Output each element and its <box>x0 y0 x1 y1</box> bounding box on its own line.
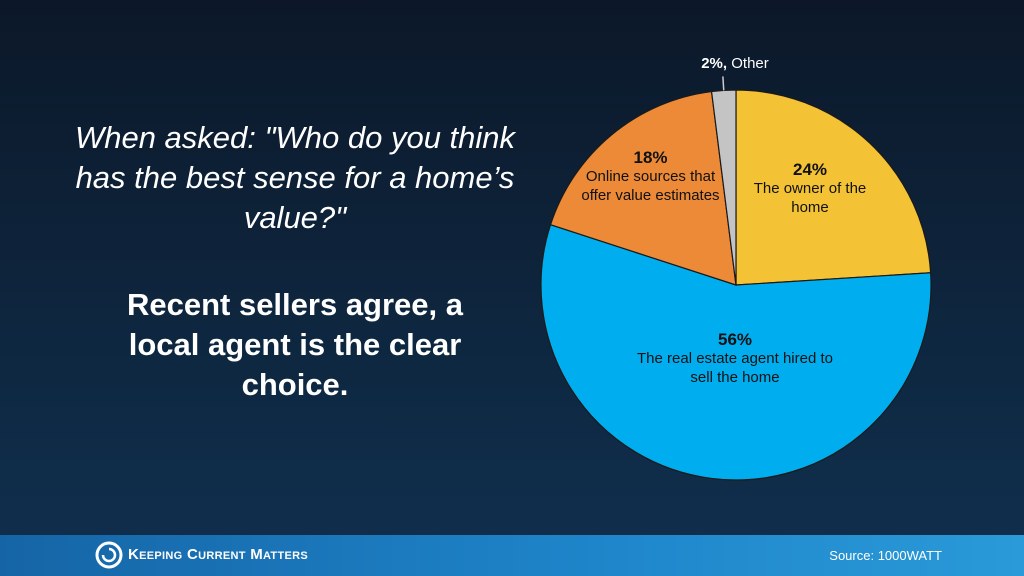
logo <box>95 541 123 569</box>
pie-slice <box>540 223 932 481</box>
question: When asked: "Who do you think has the be… <box>74 120 516 235</box>
brand: Keeping Current Matters <box>128 546 308 563</box>
leader-line <box>722 76 725 91</box>
statement: Recent sellers agree, a local agent is t… <box>126 287 464 402</box>
pie-slice <box>549 90 737 286</box>
category-label: The real estate agent hired to sell the … <box>637 350 833 386</box>
slice-label: 24% The owner of the home <box>735 160 885 217</box>
value-label: 2%, <box>701 55 728 72</box>
slice-label: 2%, Other <box>680 55 790 72</box>
source: Source: 1000WATT <box>829 548 942 563</box>
value-label: 56% <box>717 330 753 349</box>
value-label: 24% <box>792 160 828 179</box>
slice-label: 56% The real estate agent hired to sell t… <box>635 330 835 387</box>
slice-label: 18% Online sources that offer value estim… <box>578 148 723 205</box>
pie-slice <box>735 89 932 286</box>
category-label: Online sources that offer value estimate… <box>581 168 720 204</box>
category-label: Other <box>731 55 769 72</box>
category-label: The owner of the home <box>753 180 867 216</box>
footer: Keeping Current Matters Source: 1000WATT <box>0 535 1024 576</box>
value-label: 18% <box>633 148 668 167</box>
